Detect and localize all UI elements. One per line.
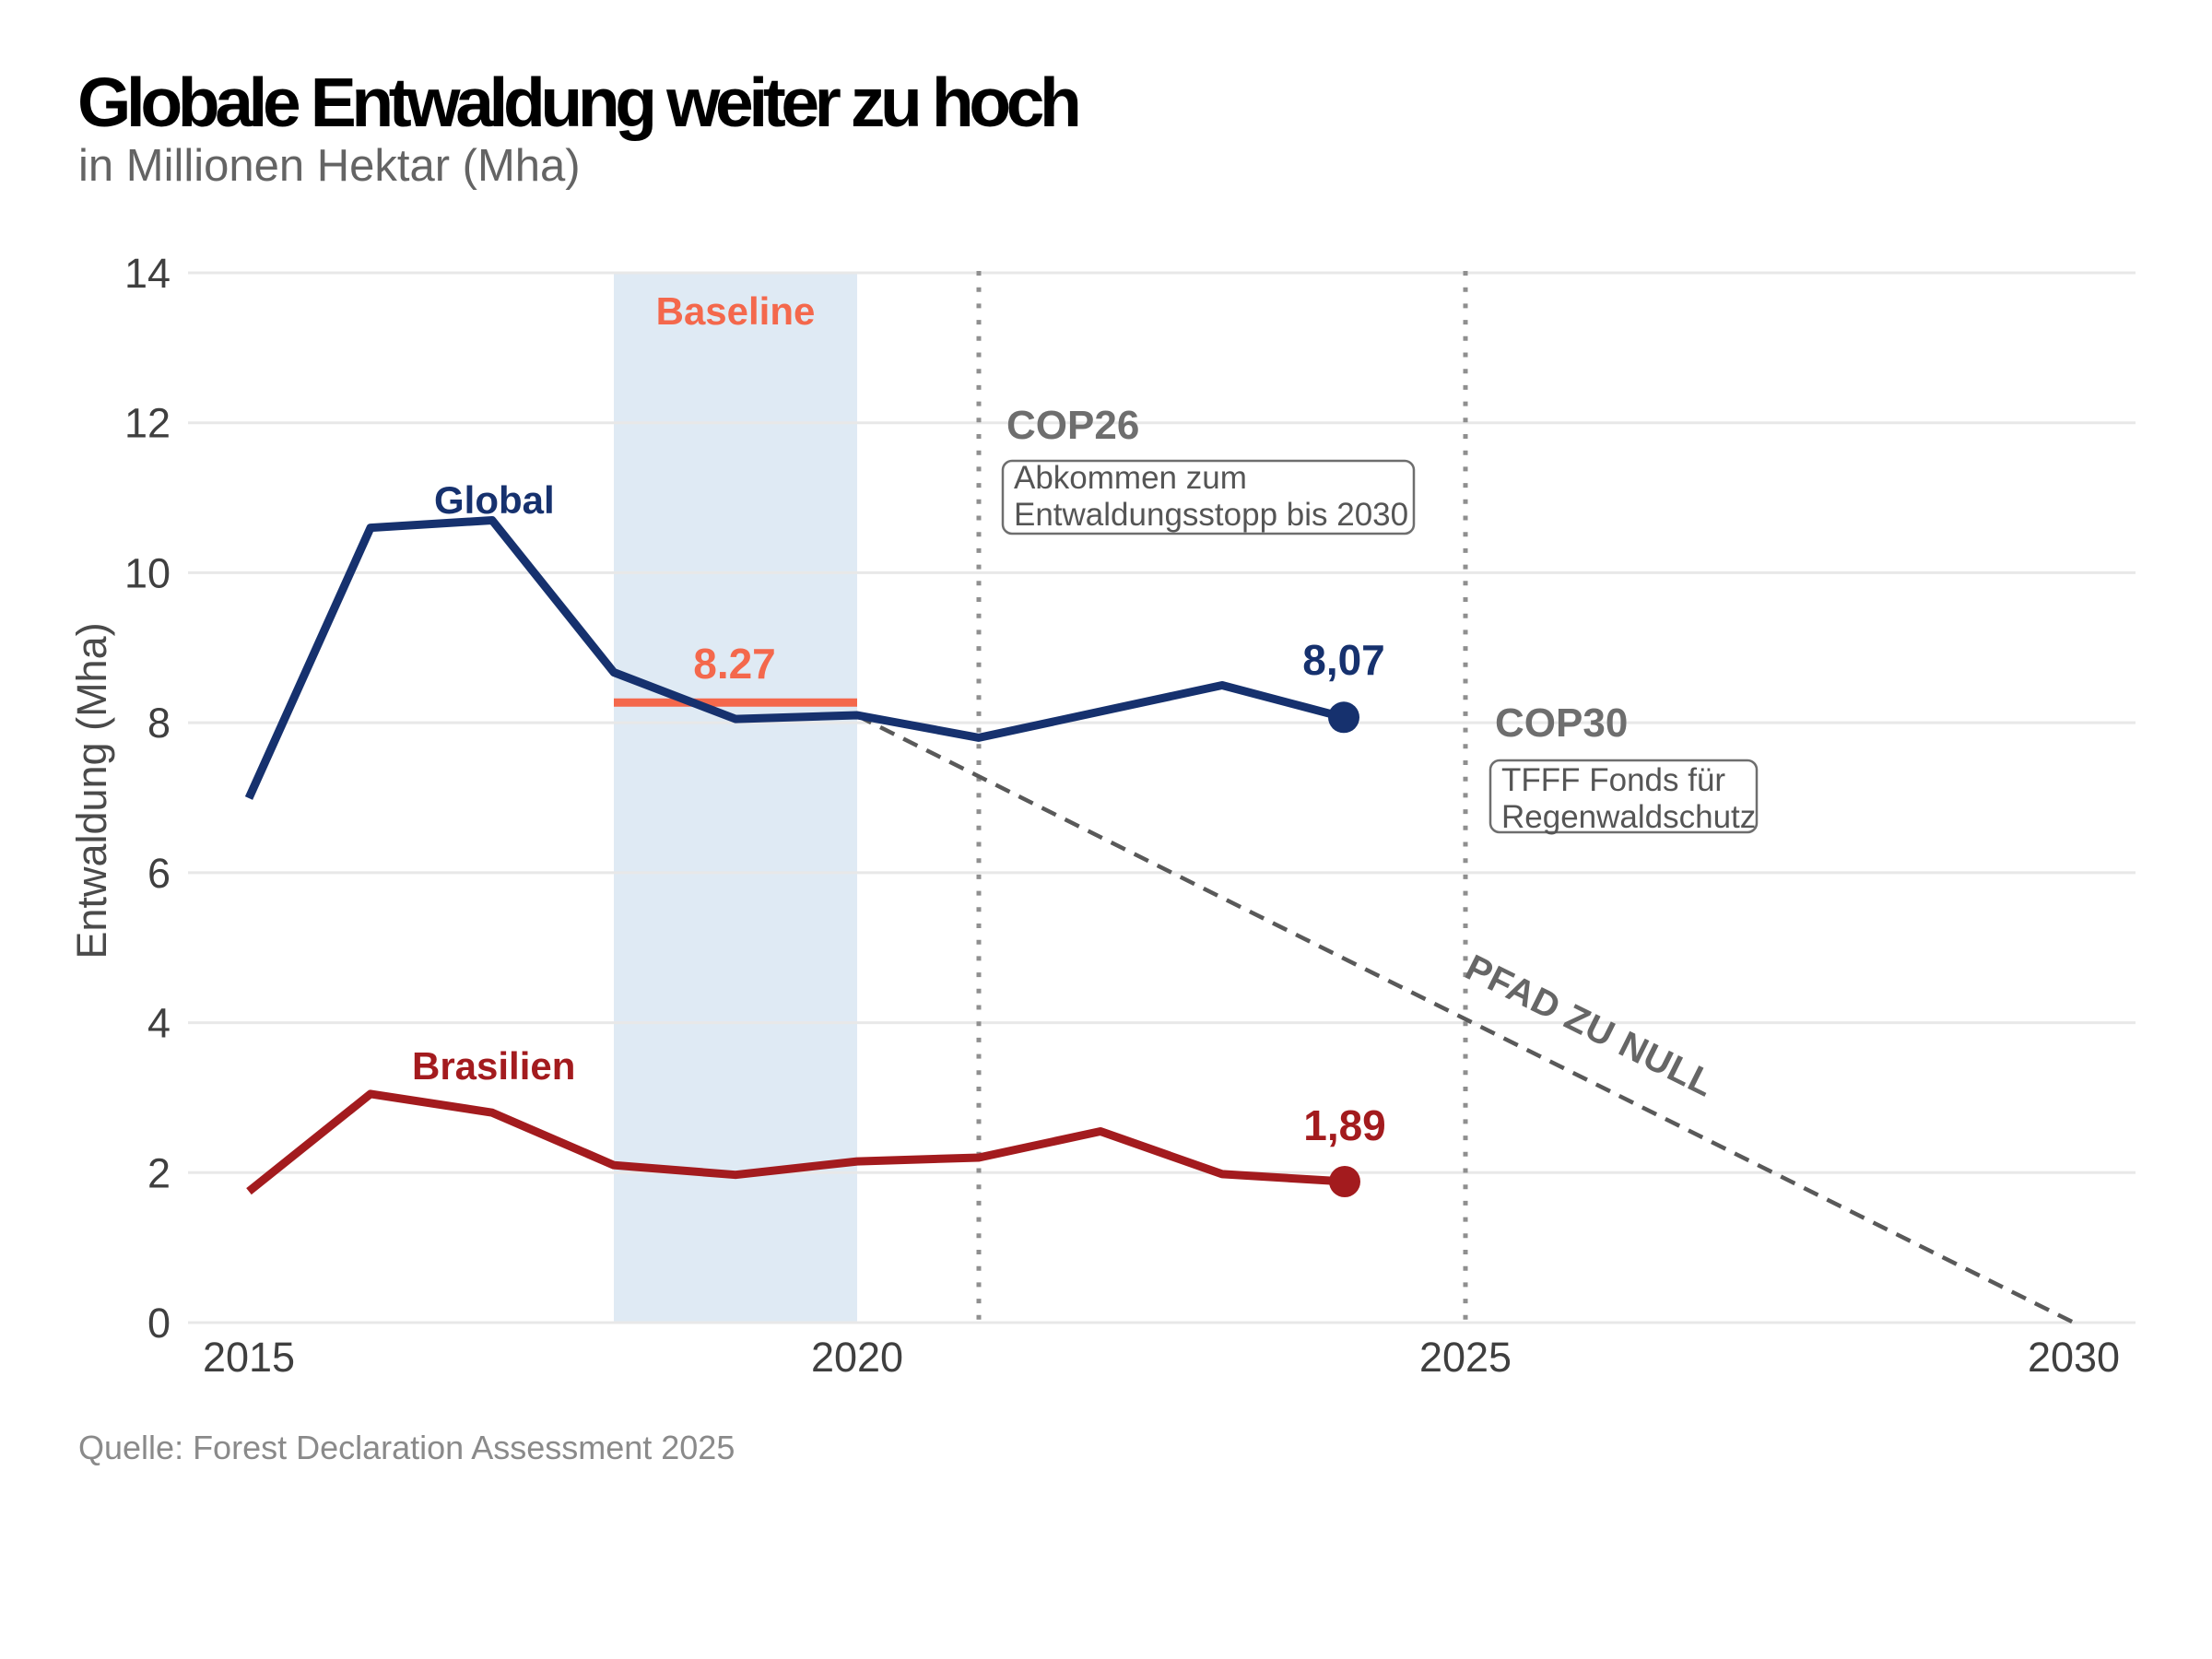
svg-text:8.27: 8.27 bbox=[693, 640, 776, 688]
svg-text:Global: Global bbox=[434, 478, 555, 522]
svg-text:Regenwaldschutz: Regenwaldschutz bbox=[1501, 799, 1756, 835]
svg-text:2: 2 bbox=[147, 1149, 171, 1196]
svg-text:4: 4 bbox=[147, 1000, 171, 1047]
svg-text:0: 0 bbox=[147, 1300, 171, 1347]
svg-text:Abkommen zum: Abkommen zum bbox=[1014, 460, 1247, 496]
svg-text:COP30: COP30 bbox=[1495, 700, 1628, 746]
svg-text:Baseline: Baseline bbox=[656, 289, 816, 333]
svg-text:10: 10 bbox=[124, 549, 171, 596]
svg-text:14: 14 bbox=[124, 250, 171, 297]
svg-text:12: 12 bbox=[124, 400, 171, 447]
svg-text:2020: 2020 bbox=[811, 1334, 903, 1381]
svg-text:2025: 2025 bbox=[1419, 1334, 1512, 1381]
svg-text:2030: 2030 bbox=[2028, 1334, 2120, 1381]
svg-text:8,07: 8,07 bbox=[1302, 636, 1385, 684]
svg-text:8: 8 bbox=[147, 700, 171, 747]
svg-text:Brasilien: Brasilien bbox=[412, 1044, 575, 1088]
svg-text:Quelle: Forest Declaration Ass: Quelle: Forest Declaration Assessment 20… bbox=[78, 1429, 735, 1466]
svg-text:Entwaldungsstopp bis 2030: Entwaldungsstopp bis 2030 bbox=[1014, 497, 1408, 533]
svg-text:in Millionen Hektar (Mha): in Millionen Hektar (Mha) bbox=[78, 141, 581, 191]
svg-text:6: 6 bbox=[147, 850, 171, 897]
svg-text:COP26: COP26 bbox=[1006, 403, 1139, 448]
svg-text:1,89: 1,89 bbox=[1303, 1101, 1386, 1149]
svg-text:2015: 2015 bbox=[203, 1334, 295, 1381]
svg-text:Entwaldung (Mha): Entwaldung (Mha) bbox=[68, 622, 115, 959]
svg-text:TFFF Fonds für: TFFF Fonds für bbox=[1501, 762, 1725, 798]
svg-text:Globale Entwaldung weiter zu h: Globale Entwaldung weiter zu hoch bbox=[77, 64, 1078, 141]
